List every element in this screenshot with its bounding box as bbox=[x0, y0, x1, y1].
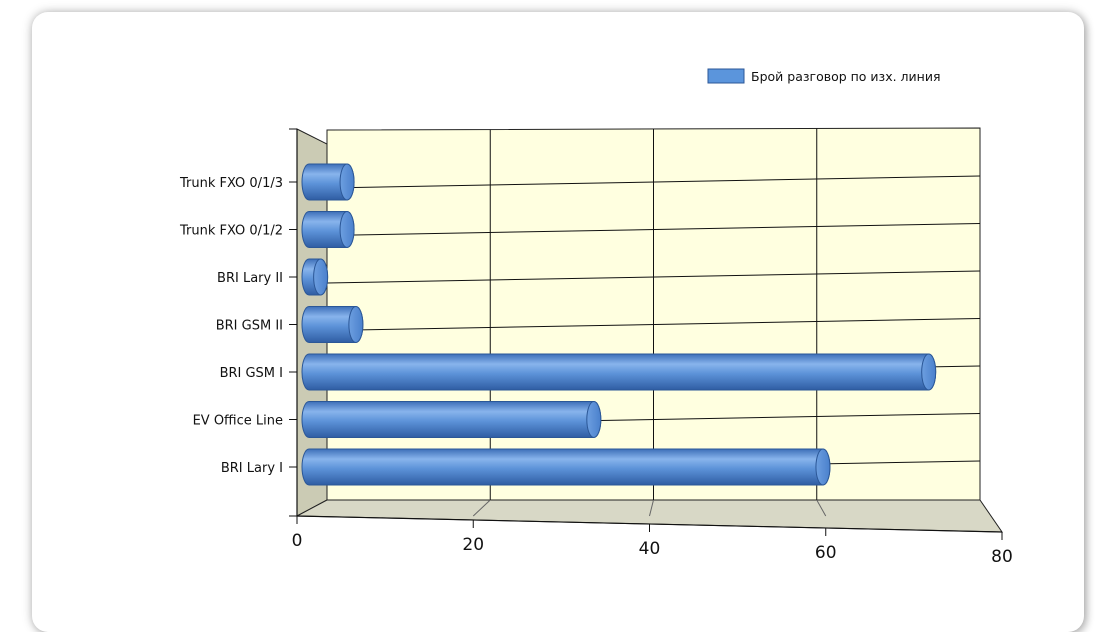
bar-end-cap bbox=[313, 258, 329, 296]
bar-end-cap bbox=[921, 353, 937, 391]
bar-end-cap bbox=[339, 211, 355, 248]
bar-end-cap bbox=[586, 401, 602, 438]
bars bbox=[301, 163, 937, 486]
grid-horizontal bbox=[326, 223, 981, 236]
legend-swatch bbox=[707, 68, 745, 84]
floor-grid-line bbox=[472, 499, 491, 517]
floor-grid-line bbox=[816, 499, 827, 517]
legend: Брой разговор по изх. линия bbox=[707, 68, 940, 84]
x-tick-label: 0 bbox=[292, 531, 303, 551]
category-label: BRI GSM II bbox=[216, 319, 283, 334]
category-label: BRI GSM I bbox=[220, 366, 283, 381]
bar-end-cap bbox=[348, 306, 364, 343]
bar[interactable] bbox=[301, 353, 937, 391]
category-label: EV Office Line bbox=[193, 414, 283, 429]
bar[interactable] bbox=[301, 401, 602, 438]
category-label: BRI Lary I bbox=[221, 461, 283, 476]
x-tick-label: 60 bbox=[815, 543, 837, 563]
floor-grid-line bbox=[649, 499, 654, 517]
grid-lines bbox=[326, 128, 981, 517]
x-tick-label: 20 bbox=[462, 535, 484, 555]
category-label: Trunk FXO 0/1/3 bbox=[179, 176, 283, 191]
category-label: Trunk FXO 0/1/2 bbox=[179, 224, 283, 239]
x-tick-label: 40 bbox=[639, 539, 661, 559]
bar-body bbox=[301, 353, 937, 391]
grid-horizontal bbox=[326, 270, 981, 284]
x-tick-label: 80 bbox=[991, 547, 1013, 567]
category-labels: BRI Lary I EV Office Line BRI GSM I BRI GSM… bbox=[179, 176, 283, 476]
grid-horizontal bbox=[326, 318, 981, 331]
bar[interactable] bbox=[301, 448, 831, 486]
category-label: BRI Lary II bbox=[217, 271, 283, 286]
bar-body bbox=[301, 401, 602, 438]
grid-horizontal bbox=[326, 175, 981, 189]
bar[interactable] bbox=[301, 163, 355, 201]
bar-body bbox=[301, 448, 831, 486]
horizontal-bar-chart: BRI Lary I EV Office Line BRI GSM I BRI GSM… bbox=[179, 68, 1013, 567]
legend-label: Брой разговор по изх. линия bbox=[751, 69, 940, 84]
x-tick-labels: 0 20 40 60 80 bbox=[292, 531, 1013, 567]
bar-end-cap bbox=[339, 163, 355, 201]
bar[interactable] bbox=[301, 211, 355, 248]
bar[interactable] bbox=[301, 306, 364, 343]
bar-end-cap bbox=[815, 448, 831, 486]
axes bbox=[289, 128, 1003, 540]
bar[interactable] bbox=[301, 258, 329, 296]
